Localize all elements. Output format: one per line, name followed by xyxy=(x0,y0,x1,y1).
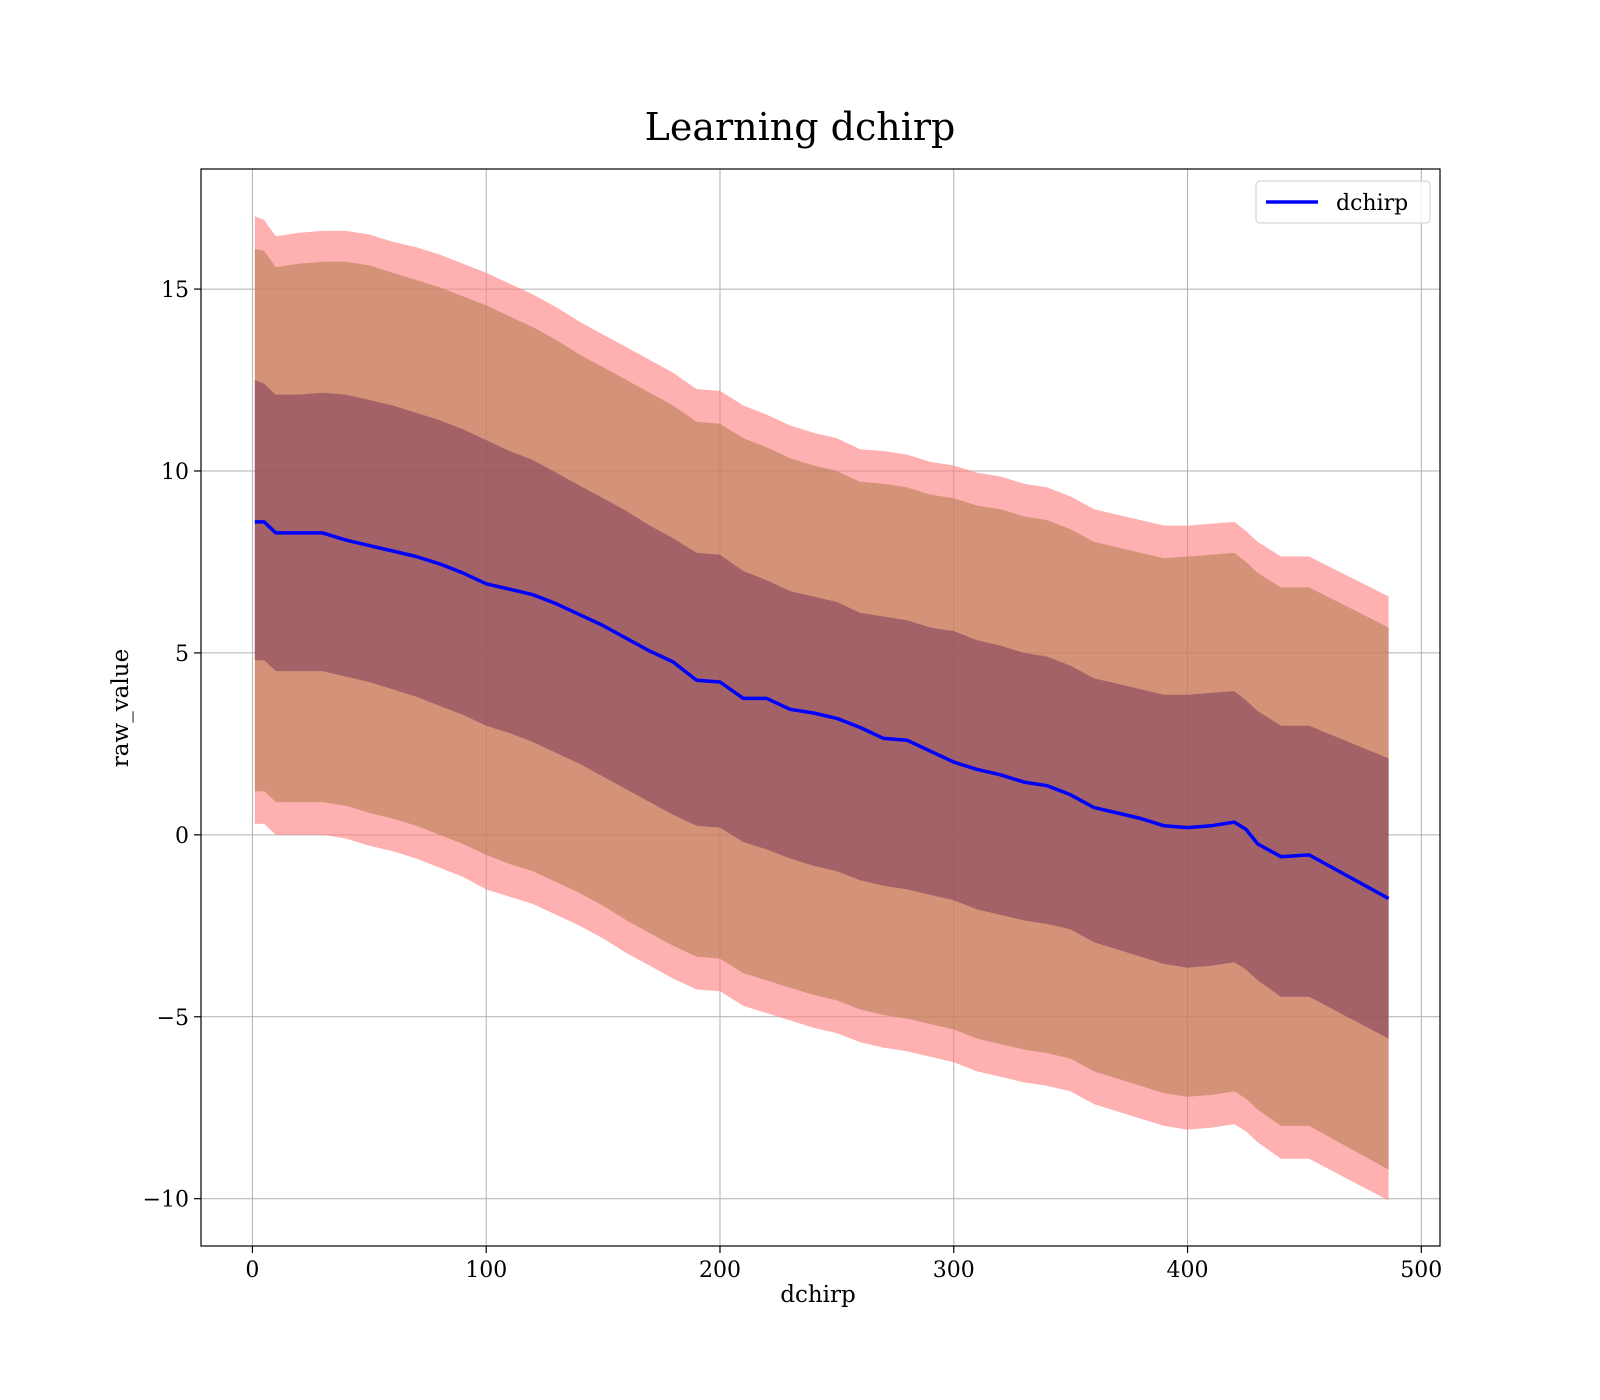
y-tick-label: −5 xyxy=(157,1006,189,1031)
x-tick-label: 400 xyxy=(1167,1258,1209,1283)
plot-frame xyxy=(200,168,1441,1247)
y-tick-label: 10 xyxy=(161,460,189,485)
y-axis-label: raw_value xyxy=(108,649,134,767)
inner-band-area xyxy=(254,380,1389,1039)
series-line-dchirp xyxy=(254,520,1390,901)
x-tick-label: 200 xyxy=(699,1258,741,1283)
chart-title: Learning dchirp xyxy=(645,105,956,149)
y-tick-label: 5 xyxy=(175,642,189,667)
x-axis-label: dchirp xyxy=(780,1282,856,1308)
x-tick-label: 500 xyxy=(1400,1258,1442,1283)
legend-label-dchirp: dchirp xyxy=(1336,191,1408,216)
plot-area: 0 100 200 300 400 500 −10 −5 0 5 10 15 dchirp xyxy=(143,168,1442,1283)
x-tick-label: 100 xyxy=(465,1258,507,1283)
x-tick-label: 0 xyxy=(245,1258,259,1283)
y-tick-label: 15 xyxy=(161,278,189,303)
y-tick-label: −10 xyxy=(143,1188,189,1213)
x-tick-label: 300 xyxy=(933,1258,975,1283)
legend-box xyxy=(1255,180,1431,224)
y-tick-label: 0 xyxy=(175,824,189,849)
